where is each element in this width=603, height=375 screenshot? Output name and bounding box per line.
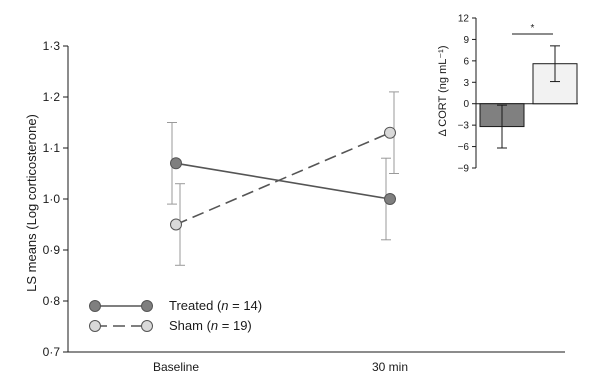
series-sham [170,91,399,266]
legend-label: Sham (n = 19) [169,318,252,333]
y-axis-title: LS means (Log corticosterone) [24,114,39,292]
legend-marker [89,300,101,312]
x-tick-label: Baseline [153,360,199,374]
legend-marker [89,320,101,332]
legend-item-sham: Sham (n = 19) [89,318,252,333]
legend-marker [141,320,153,332]
data-point-sham [384,126,396,139]
y-tick-label: 0·8 [43,294,61,308]
legend-item-treated: Treated (n = 14) [89,298,262,313]
significance-star: * [531,23,535,34]
inset-y-tick-label: 9 [463,35,469,46]
y-tick-label: 0·9 [43,243,61,257]
series-treated [167,122,396,241]
inset-bar-chart: −9 −6 −3 0 3 6 9 12 Δ CORT (ng mL⁻¹) * [437,14,578,175]
inset-y-axis-title: Δ CORT (ng mL⁻¹) [437,46,449,137]
legend-n-label: = 19) [218,318,252,333]
y-tick-label: 1·2 [43,90,61,104]
y-tick-label: 0·7 [43,345,61,359]
inset-y-tick-label: 0 [463,99,469,110]
legend-n-label: ( [217,298,222,313]
inset-y-tick-label: −6 [458,142,470,153]
y-tick-label: 1·1 [43,141,61,155]
y-tick-label: 1·3 [43,39,61,53]
legend-n-label: n [221,298,228,313]
legend-label: Treated (n = 14) [169,298,262,313]
x-tick-label: 30 min [372,360,408,374]
legend-n-label: = 14) [229,298,263,313]
data-point-treated [384,193,396,205]
inset-y-tick-label: 3 [463,78,469,89]
inset-y-tick-label: −9 [458,164,470,175]
y-tick-label: 1·0 [43,192,61,206]
series-line-treated [175,162,391,200]
legend-n-label: n [211,318,218,333]
legend-n-label: ( [207,318,212,333]
inset-y-tick-label: 12 [458,14,470,25]
inset-y-tick-label: 6 [463,56,469,67]
legend-series-name: Treated [169,298,217,313]
data-point-sham [170,218,182,231]
data-point-treated [170,157,182,170]
series-line-sham [175,131,391,226]
legend: Treated (n = 14)Sham (n = 19) [89,298,262,333]
main-line-plot: 0·7 0·8 0·9 1·0 1·1 1·2 1·3 Baseline 30 min LS me… [24,39,565,374]
inset-y-tick-label: −3 [458,121,470,132]
legend-series-name: Sham [169,318,207,333]
legend-marker [141,300,153,312]
